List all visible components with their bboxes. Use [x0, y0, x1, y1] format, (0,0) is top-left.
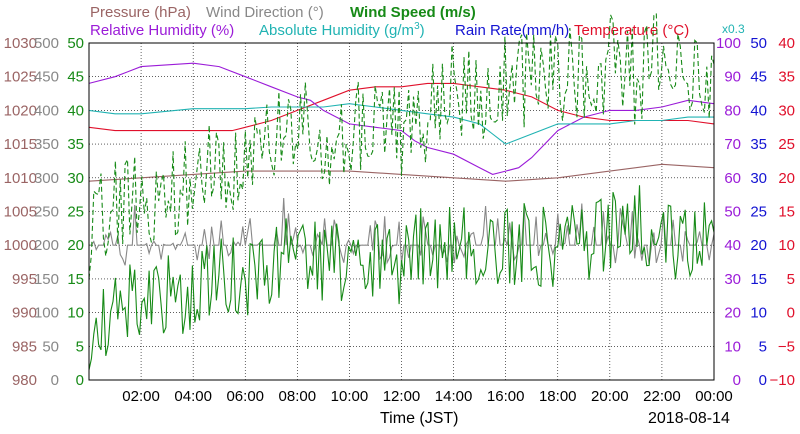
y-tick-label-relative-humidity: 0: [733, 372, 741, 389]
series-temperature: [88, 82, 715, 132]
y-tick-label-wind-speed: 20: [67, 237, 84, 254]
x-tick-label: 10:00: [331, 388, 369, 405]
legend-pressure: Pressure (hPa): [90, 4, 191, 21]
y-tick-label-relative-humidity: 90: [724, 69, 741, 86]
y-tick-label-wind-direction: 200: [34, 237, 59, 254]
y-tick-label-temperature: 5: [787, 271, 795, 288]
y-tick-label-temperature: 15: [778, 204, 795, 221]
y-tick-label-temperature: 30: [778, 102, 795, 119]
y-tick-label-wind-speed: 30: [67, 170, 84, 187]
x-tick-label: 12:00: [383, 388, 421, 405]
y-tick-label-relative-humidity: 30: [724, 271, 741, 288]
legend-rain-rate: Rain Rate(mm/h): [455, 22, 569, 39]
y-tick-label-rain-rate: 20: [750, 237, 767, 254]
y-tick-label-relative-humidity: 80: [724, 102, 741, 119]
y-tick-label-temperature: 20: [778, 170, 795, 187]
x-tick-label: 18:00: [539, 388, 577, 405]
y-tick-label-rain-rate: 45: [750, 69, 767, 86]
y-tick-label-temperature: −10: [770, 372, 795, 389]
y-tick-label-wind-direction: 250: [34, 204, 59, 221]
y-tick-label-pressure: 1005: [4, 204, 37, 221]
y-tick-label-wind-direction: 400: [34, 102, 59, 119]
y-tick-label-rain-rate: 5: [759, 338, 767, 355]
y-tick-label-temperature: 40: [778, 35, 795, 52]
plot-frame: [88, 42, 715, 381]
x-tick-label: 14:00: [435, 388, 473, 405]
y-tick-label-wind-direction: 450: [34, 69, 59, 86]
legend-wind-direction: Wind Direction (°): [206, 4, 324, 21]
y-tick-label-wind-speed: 5: [76, 338, 84, 355]
series-wind-speed-gust: [88, 12, 715, 279]
data-series: [88, 12, 715, 371]
y-tick-label-pressure: 995: [12, 271, 37, 288]
y-tick-label-relative-humidity: 40: [724, 237, 741, 254]
y-tick-label-temperature: 0: [787, 305, 795, 322]
x-axis-label: Time (JST): [380, 410, 459, 427]
x-tick-label: 06:00: [226, 388, 264, 405]
y-tick-label-pressure: 980: [12, 372, 37, 389]
y-tick-label-rain-rate: 40: [750, 102, 767, 119]
y-tick-label-temperature: 25: [778, 136, 795, 153]
y-tick-label-wind-speed: 0: [76, 372, 84, 389]
y-tick-label-wind-direction: 350: [34, 136, 59, 153]
y-tick-label-rain-rate: 15: [750, 271, 767, 288]
y-tick-label-wind-speed: 25: [67, 204, 84, 221]
x-tick-label: 16:00: [487, 388, 525, 405]
y-tick-label-relative-humidity: 60: [724, 170, 741, 187]
y-tick-label-pressure: 1020: [4, 102, 37, 119]
y-tick-label-wind-direction: 500: [34, 35, 59, 52]
y-tick-label-wind-speed: 50: [67, 35, 84, 52]
y-tick-label-wind-direction: 100: [34, 305, 59, 322]
y-tick-label-temperature: 10: [778, 237, 795, 254]
y-tick-label-wind-speed: 10: [67, 305, 84, 322]
y-tick-label-rain-rate: 30: [750, 170, 767, 187]
series-wind-speed: [88, 185, 715, 371]
x-tick-label: 02:00: [122, 388, 160, 405]
y-tick-label-rain-rate: 50: [750, 35, 767, 52]
y-tick-label-relative-humidity: 70: [724, 136, 741, 153]
x-tick-label: 20:00: [591, 388, 629, 405]
y-tick-label-pressure: 1030: [4, 35, 37, 52]
x-tick-label: 08:00: [279, 388, 317, 405]
y-tick-label-temperature: 35: [778, 69, 795, 86]
y-tick-label-pressure: 985: [12, 338, 37, 355]
legend-temperature: Temperature (°C): [574, 22, 689, 39]
legend-absolute-humidity: Absolute Humidity (g/m3): [259, 21, 425, 39]
y-tick-label-pressure: 1000: [4, 237, 37, 254]
legend-wind-speed: Wind Speed (m/s): [350, 4, 476, 21]
tick-labels: 02:00 04:00 06:00 08:00 10:00 12:00 14:00 16:00…: [4, 35, 795, 405]
y-tick-label-wind-speed: 45: [67, 69, 84, 86]
y-tick-label-rain-rate: 35: [750, 136, 767, 153]
y-tick-label-rain-rate: 0: [759, 372, 767, 389]
x-tick-label: 04:00: [174, 388, 212, 405]
y-tick-label-pressure: 1010: [4, 170, 37, 187]
y-tick-label-wind-direction: 50: [42, 338, 59, 355]
y-tick-label-pressure: 1015: [4, 136, 37, 153]
y-tick-label-relative-humidity: 10: [724, 338, 741, 355]
chart-date: 2018-08-14: [648, 410, 730, 427]
y-tick-label-relative-humidity: 50: [724, 204, 741, 221]
y-tick-label-relative-humidity: 20: [724, 305, 741, 322]
y-tick-label-wind-speed: 15: [67, 271, 84, 288]
y-tick-label-rain-rate: 10: [750, 305, 767, 322]
y-tick-label-wind-direction: 0: [51, 372, 59, 389]
x-tick-label: 00:00: [695, 388, 733, 405]
y-tick-label-relative-humidity: 100: [716, 35, 741, 52]
y-tick-label-wind-speed: 40: [67, 102, 84, 119]
y-tick-label-pressure: 990: [12, 305, 37, 322]
y-tick-label-wind-direction: 300: [34, 170, 59, 187]
y-tick-label-wind-direction: 150: [34, 271, 59, 288]
x-tick-label: 22:00: [643, 388, 681, 405]
legend-scale-note: x0.3: [722, 22, 745, 36]
y-tick-label-temperature: −5: [778, 338, 795, 355]
y-tick-label-wind-speed: 35: [67, 136, 84, 153]
y-tick-label-rain-rate: 25: [750, 204, 767, 221]
series-relative-humidity: [88, 62, 715, 175]
y-tick-label-pressure: 1025: [4, 69, 37, 86]
legend-relative-humidity: Relative Humidity (%): [90, 22, 234, 39]
